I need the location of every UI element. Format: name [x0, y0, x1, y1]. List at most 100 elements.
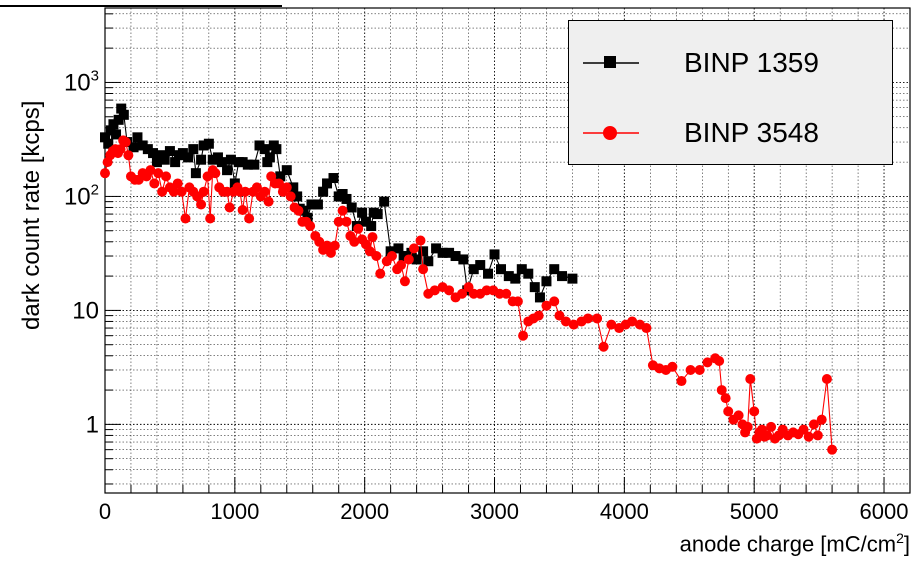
data-point-series-1	[341, 193, 352, 204]
data-point-series-1	[249, 159, 260, 170]
data-point-series-1	[496, 264, 507, 275]
data-point-series-2	[145, 165, 156, 176]
data-point-series-1	[151, 157, 162, 168]
data-point-series-2	[149, 178, 160, 189]
data-point-series-2	[676, 376, 687, 387]
data-point-series-2	[745, 374, 756, 385]
data-point-series-2	[429, 285, 440, 296]
data-point-series-2	[816, 414, 827, 425]
data-point-series-1	[116, 103, 127, 114]
data-point-series-1	[475, 260, 486, 271]
data-point-series-1	[423, 256, 434, 267]
data-point-series-2	[592, 313, 603, 324]
data-point-series-2	[541, 300, 552, 311]
data-point-series-1	[458, 254, 469, 265]
data-point-series-2	[723, 406, 734, 417]
data-point-series-2	[371, 251, 382, 262]
data-point-series-2	[259, 186, 270, 197]
data-point-series-1	[203, 138, 214, 149]
data-point-series-1	[271, 144, 282, 155]
x-axis-title-superscript: 2	[896, 530, 904, 546]
y-tick-label: 1	[86, 411, 99, 438]
data-point-series-2	[457, 288, 468, 299]
data-point-series-1	[483, 268, 494, 279]
data-point-series-1	[222, 165, 233, 176]
data-point-series-2	[100, 168, 110, 179]
data-point-series-1	[207, 154, 218, 165]
data-point-series-2	[568, 319, 579, 330]
data-point-series-1	[346, 202, 357, 213]
data-point-series-2	[396, 260, 407, 271]
data-point-series-1	[254, 140, 265, 151]
data-point-series-2	[533, 310, 544, 321]
data-point-series-1	[541, 276, 552, 287]
legend-marker-series-1	[583, 56, 639, 68]
data-point-series-2	[762, 430, 773, 441]
x-tick-label: 4000	[600, 499, 649, 524]
data-point-series-1	[242, 159, 253, 170]
data-point-series-2	[606, 319, 617, 330]
data-point-series-2	[237, 205, 248, 216]
data-point-series-2	[375, 268, 386, 279]
data-point-series-2	[349, 236, 360, 247]
data-point-series-1	[108, 119, 119, 130]
data-point-series-1	[164, 146, 175, 157]
data-point-series-1	[105, 125, 116, 136]
data-point-series-1	[142, 144, 153, 155]
data-point-series-2	[367, 232, 378, 243]
data-point-series-1	[198, 140, 209, 151]
data-point-series-2	[329, 240, 340, 251]
data-point-series-2	[244, 213, 255, 224]
data-point-series-2	[733, 410, 744, 421]
data-point-series-2	[415, 235, 426, 246]
x-axis-title-end: ]	[903, 531, 910, 557]
data-point-series-1	[103, 138, 114, 149]
data-point-series-2	[172, 178, 183, 189]
data-point-series-2	[240, 186, 251, 197]
data-point-series-2	[168, 186, 179, 197]
data-point-series-1	[328, 173, 339, 184]
data-point-series-2	[749, 406, 760, 417]
data-point-series-1	[312, 199, 323, 210]
data-point-series-1	[225, 154, 236, 165]
data-point-series-2	[353, 223, 364, 234]
data-point-series-1	[360, 216, 371, 227]
data-point-series-2	[210, 168, 221, 179]
data-point-series-1	[306, 199, 317, 210]
data-point-series-2	[444, 285, 455, 296]
data-point-series-1	[281, 165, 292, 176]
data-point-series-2	[399, 276, 410, 287]
data-point-series-1	[510, 273, 521, 284]
data-point-series-1	[418, 246, 429, 257]
data-point-series-1	[128, 142, 139, 153]
data-point-series-2	[714, 355, 725, 366]
data-point-series-2	[305, 221, 316, 232]
data-point-series-2	[627, 316, 638, 327]
data-point-series-1	[516, 264, 527, 275]
data-point-series-1	[259, 144, 270, 155]
data-point-series-1	[159, 154, 170, 165]
data-point-series-1	[322, 178, 333, 189]
legend-label-series-1: BINP 1359	[684, 47, 819, 78]
data-point-series-2	[641, 323, 652, 334]
data-point-series-1	[183, 152, 194, 163]
data-point-series-1	[196, 154, 207, 165]
data-point-series-2	[685, 364, 696, 375]
data-point-series-1	[318, 186, 329, 197]
x-tick-label: 1000	[210, 499, 259, 524]
legend-entry-series-1: BINP 1359	[569, 39, 892, 89]
data-point-series-2	[742, 421, 753, 432]
data-point-series-2	[157, 186, 168, 197]
data-point-series-2	[512, 296, 523, 307]
data-point-series-2	[205, 213, 216, 224]
data-point-series-1	[411, 254, 422, 265]
data-point-series-2	[720, 393, 731, 404]
top-border-line	[0, 0, 282, 7]
data-point-series-2	[198, 186, 209, 197]
data-point-series-1	[393, 243, 404, 254]
data-point-series-2	[224, 202, 235, 213]
data-point-series-2	[418, 264, 429, 275]
data-point-series-2	[161, 171, 172, 182]
data-point-series-1	[170, 157, 181, 168]
